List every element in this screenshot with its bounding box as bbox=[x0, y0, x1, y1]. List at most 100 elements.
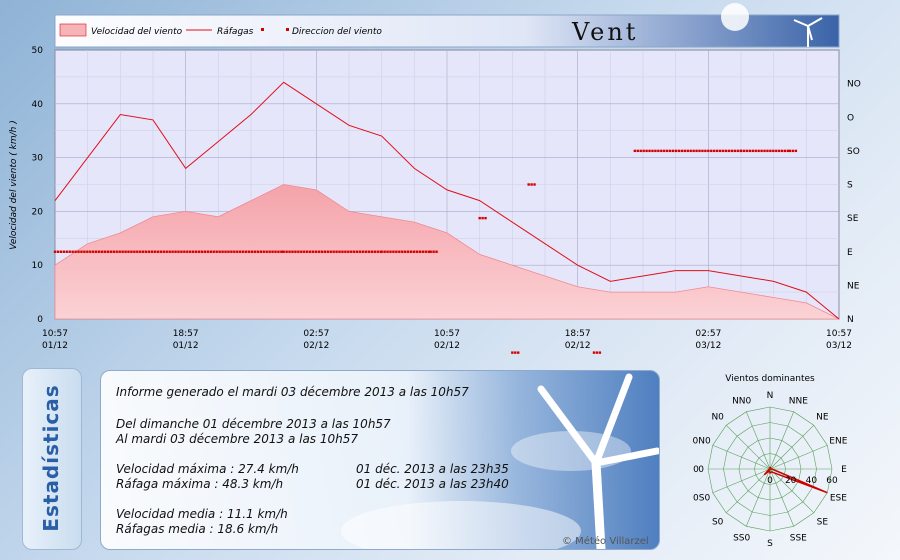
direction-point bbox=[212, 250, 215, 253]
direction-point bbox=[727, 149, 731, 153]
direction-point bbox=[633, 149, 637, 153]
max-gust: Ráfaga máxima : 48.3 km/h bbox=[116, 477, 284, 491]
max-speed: Velocidad máxima : 27.4 km/h bbox=[116, 462, 299, 476]
y-axis-label: Velocidad del viento ( km/h ) bbox=[9, 120, 19, 249]
direction-point bbox=[285, 250, 288, 253]
rose-values bbox=[763, 466, 828, 494]
direction-point bbox=[683, 149, 687, 153]
rose-spoke bbox=[769, 468, 795, 527]
direction-point bbox=[421, 250, 425, 253]
direction-point bbox=[115, 250, 118, 253]
direction-point bbox=[305, 250, 309, 253]
direction-point bbox=[247, 250, 251, 253]
direction-point bbox=[350, 250, 353, 253]
direction-point bbox=[514, 351, 517, 354]
direction-point bbox=[392, 250, 395, 253]
direction-point bbox=[282, 250, 285, 253]
direction-tick-label: SO bbox=[847, 147, 860, 157]
direction-point bbox=[353, 250, 356, 253]
direction-point bbox=[83, 250, 86, 253]
direction-point bbox=[233, 250, 236, 253]
direction-point bbox=[174, 250, 177, 253]
rose-spoke bbox=[769, 468, 815, 514]
gust-series bbox=[54, 81, 840, 320]
direction-point bbox=[268, 250, 271, 253]
direction-point bbox=[383, 250, 386, 253]
direction-point bbox=[671, 149, 675, 153]
rose-direction-label: S0 bbox=[712, 517, 724, 527]
direction-point bbox=[780, 149, 784, 153]
direction-tick-label: NE bbox=[847, 281, 860, 291]
rose-spoke bbox=[725, 424, 771, 470]
direction-point bbox=[757, 149, 760, 153]
rose-direction-label: 0N0 bbox=[693, 437, 711, 447]
direction-point bbox=[386, 250, 389, 253]
direction-tick-label: O bbox=[847, 113, 854, 123]
direction-point bbox=[80, 250, 83, 253]
direction-point bbox=[367, 250, 371, 253]
direction-point bbox=[794, 149, 798, 153]
direction-point bbox=[668, 149, 672, 153]
rose-direction-label: ENE bbox=[829, 437, 847, 447]
direction-point bbox=[100, 250, 104, 253]
rose-scale-label: 40 bbox=[806, 476, 818, 486]
direction-point bbox=[736, 149, 739, 153]
direction-point bbox=[713, 149, 716, 153]
statistics-tab[interactable] bbox=[22, 368, 82, 550]
direction-point bbox=[364, 250, 368, 253]
direction-point bbox=[288, 250, 291, 253]
direction-point bbox=[412, 250, 416, 253]
legend-label-speed: Velocidad del viento bbox=[91, 27, 183, 37]
direction-point bbox=[329, 250, 332, 253]
direction-point bbox=[189, 250, 192, 253]
direction-point bbox=[341, 250, 344, 253]
direction-point bbox=[144, 250, 148, 253]
rose-direction-label: N bbox=[767, 391, 774, 401]
direction-point bbox=[320, 250, 324, 253]
direction-point bbox=[432, 250, 435, 253]
direction-point bbox=[710, 149, 713, 153]
rose-direction-label: 0S0 bbox=[693, 493, 710, 503]
direction-point bbox=[317, 250, 321, 253]
direction-point bbox=[692, 149, 695, 153]
direction-point bbox=[742, 149, 746, 153]
rose-spoke bbox=[769, 411, 795, 470]
legend-label-gust: Ráfagas bbox=[217, 27, 254, 37]
x-axis: 10:57 01/12 18:57 01/12 02:57 02/12 10:57 02/12… bbox=[42, 329, 852, 351]
rose-left-scale-label: 0 bbox=[698, 465, 704, 475]
direction-point bbox=[718, 149, 722, 153]
direction-point bbox=[165, 250, 168, 253]
direction-point bbox=[153, 250, 157, 253]
direction-point bbox=[406, 250, 410, 253]
rose-direction-label: E bbox=[841, 465, 847, 475]
direction-point bbox=[361, 250, 365, 253]
direction-point bbox=[517, 351, 520, 354]
direction-point bbox=[763, 149, 766, 153]
direction-point bbox=[311, 250, 315, 253]
direction-point bbox=[530, 183, 533, 186]
direction-point bbox=[274, 250, 277, 253]
direction-point bbox=[651, 149, 654, 153]
direction-point bbox=[156, 250, 160, 253]
direction-point bbox=[778, 149, 781, 153]
direction-point bbox=[395, 250, 398, 253]
direction-point bbox=[636, 149, 639, 153]
direction-point bbox=[415, 250, 419, 253]
direction-point bbox=[695, 149, 698, 153]
direction-point bbox=[271, 250, 274, 253]
direction-point bbox=[418, 250, 422, 253]
direction-point bbox=[663, 149, 666, 153]
direction-point bbox=[194, 250, 198, 253]
direction-point bbox=[256, 250, 260, 253]
direction-point bbox=[200, 250, 204, 253]
direction-point bbox=[150, 250, 154, 253]
direction-point bbox=[133, 250, 136, 253]
direction-point bbox=[648, 149, 651, 153]
direction-series bbox=[53, 149, 798, 354]
direction-point bbox=[786, 149, 790, 153]
x-tick-time: 10:57 bbox=[42, 329, 68, 339]
rose-scale-label: 20 bbox=[785, 476, 797, 486]
direction-point bbox=[103, 250, 107, 253]
direction-point bbox=[183, 250, 186, 253]
legend-swatch-speed bbox=[59, 23, 87, 37]
